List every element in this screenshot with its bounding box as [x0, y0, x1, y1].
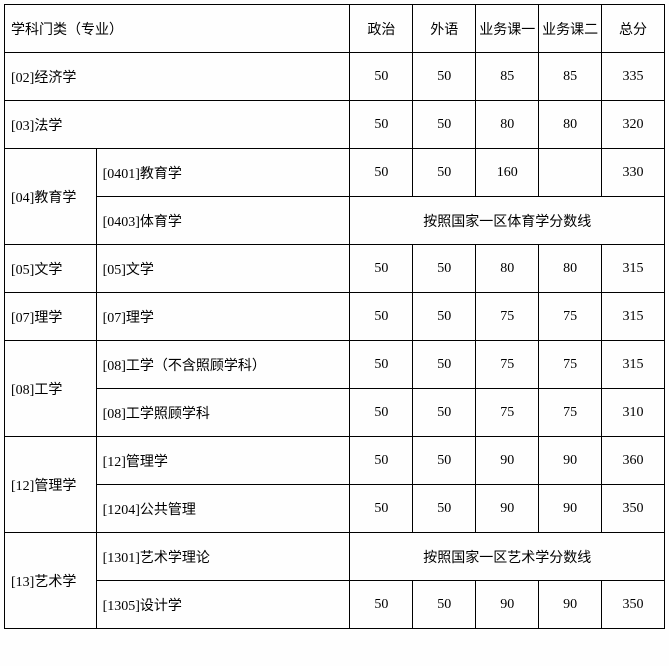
header-politics: 政治	[350, 5, 413, 53]
cell-foreign: 50	[413, 485, 476, 533]
cell-course1: 85	[476, 53, 539, 101]
row-mgmt1: [12]管理学 [12]管理学 50 50 90 90 360	[5, 437, 665, 485]
header-foreign: 外语	[413, 5, 476, 53]
cell-foreign: 50	[413, 581, 476, 629]
cell-course2: 85	[539, 53, 602, 101]
cell-total: 315	[602, 341, 665, 389]
header-total: 总分	[602, 5, 665, 53]
cell-course2: 80	[539, 245, 602, 293]
row-law: [03]法学 50 50 80 80 320	[5, 101, 665, 149]
header-row: 学科门类（专业） 政治 外语 业务课一 业务课二 总分	[5, 5, 665, 53]
cell-politics: 50	[350, 341, 413, 389]
row-art1: [13]艺术学 [1301]艺术学理论 按照国家一区艺术学分数线	[5, 533, 665, 581]
cell-course1: 75	[476, 389, 539, 437]
row-econ: [02]经济学 50 50 85 85 335	[5, 53, 665, 101]
cell-politics: 50	[350, 437, 413, 485]
cell-politics: 50	[350, 485, 413, 533]
cell-sub: [1301]艺术学理论	[96, 533, 350, 581]
cell-sub: [12]管理学	[96, 437, 350, 485]
cell-politics: 50	[350, 245, 413, 293]
cell-foreign: 50	[413, 437, 476, 485]
cell-course2: 75	[539, 389, 602, 437]
cell-group: [13]艺术学	[5, 533, 97, 629]
cell-total: 350	[602, 485, 665, 533]
cell-total: 360	[602, 437, 665, 485]
header-course1: 业务课一	[476, 5, 539, 53]
cell-foreign: 50	[413, 53, 476, 101]
cell-note: 按照国家一区艺术学分数线	[350, 533, 665, 581]
cell-foreign: 50	[413, 149, 476, 197]
cell-course1: 160	[476, 149, 539, 197]
cell-politics: 50	[350, 101, 413, 149]
cell-total: 335	[602, 53, 665, 101]
cell-course2: 90	[539, 485, 602, 533]
row-mgmt2: [1204]公共管理 50 50 90 90 350	[5, 485, 665, 533]
row-sci: [07]理学 [07]理学 50 50 75 75 315	[5, 293, 665, 341]
row-lit: [05]文学 [05]文学 50 50 80 80 315	[5, 245, 665, 293]
cell-course2	[539, 149, 602, 197]
cell-total: 310	[602, 389, 665, 437]
cell-total: 320	[602, 101, 665, 149]
cell-foreign: 50	[413, 293, 476, 341]
cell-politics: 50	[350, 389, 413, 437]
header-course2: 业务课二	[539, 5, 602, 53]
cell-course2: 80	[539, 101, 602, 149]
cell-foreign: 50	[413, 341, 476, 389]
cell-group: [04]教育学	[5, 149, 97, 245]
cell-group: [07]理学	[5, 293, 97, 341]
cell-sub: [1305]设计学	[96, 581, 350, 629]
cell-politics: 50	[350, 53, 413, 101]
cell-group: [12]管理学	[5, 437, 97, 533]
cell-course2: 75	[539, 293, 602, 341]
cell-course2: 75	[539, 341, 602, 389]
cell-total: 315	[602, 293, 665, 341]
cell-sub: [0401]教育学	[96, 149, 350, 197]
cell-total: 330	[602, 149, 665, 197]
cell-politics: 50	[350, 293, 413, 341]
row-eng1: [08]工学 [08]工学（不含照顾学科） 50 50 75 75 315	[5, 341, 665, 389]
cell-course1: 90	[476, 485, 539, 533]
row-art2: [1305]设计学 50 50 90 90 350	[5, 581, 665, 629]
cell-foreign: 50	[413, 245, 476, 293]
cell-sub: [08]工学照顾学科	[96, 389, 350, 437]
cell-group: [08]工学	[5, 341, 97, 437]
cell-politics: 50	[350, 581, 413, 629]
cell-category: [02]经济学	[5, 53, 350, 101]
cell-sub: [05]文学	[96, 245, 350, 293]
row-eng2: [08]工学照顾学科 50 50 75 75 310	[5, 389, 665, 437]
cell-sub: [08]工学（不含照顾学科）	[96, 341, 350, 389]
cell-sub: [1204]公共管理	[96, 485, 350, 533]
cell-course1: 90	[476, 581, 539, 629]
cell-politics: 50	[350, 149, 413, 197]
cell-course1: 90	[476, 437, 539, 485]
score-table: 学科门类（专业） 政治 外语 业务课一 业务课二 总分 [02]经济学 50 5…	[4, 4, 665, 629]
cell-total: 350	[602, 581, 665, 629]
row-edu2: [0403]体育学 按照国家一区体育学分数线	[5, 197, 665, 245]
cell-foreign: 50	[413, 101, 476, 149]
cell-group: [05]文学	[5, 245, 97, 293]
cell-foreign: 50	[413, 389, 476, 437]
cell-course2: 90	[539, 581, 602, 629]
cell-course1: 75	[476, 341, 539, 389]
cell-sub: [0403]体育学	[96, 197, 350, 245]
cell-note: 按照国家一区体育学分数线	[350, 197, 665, 245]
cell-course1: 80	[476, 245, 539, 293]
cell-sub: [07]理学	[96, 293, 350, 341]
cell-course2: 90	[539, 437, 602, 485]
cell-total: 315	[602, 245, 665, 293]
cell-course1: 80	[476, 101, 539, 149]
cell-category: [03]法学	[5, 101, 350, 149]
cell-course1: 75	[476, 293, 539, 341]
header-category: 学科门类（专业）	[5, 5, 350, 53]
row-edu1: [04]教育学 [0401]教育学 50 50 160 330	[5, 149, 665, 197]
